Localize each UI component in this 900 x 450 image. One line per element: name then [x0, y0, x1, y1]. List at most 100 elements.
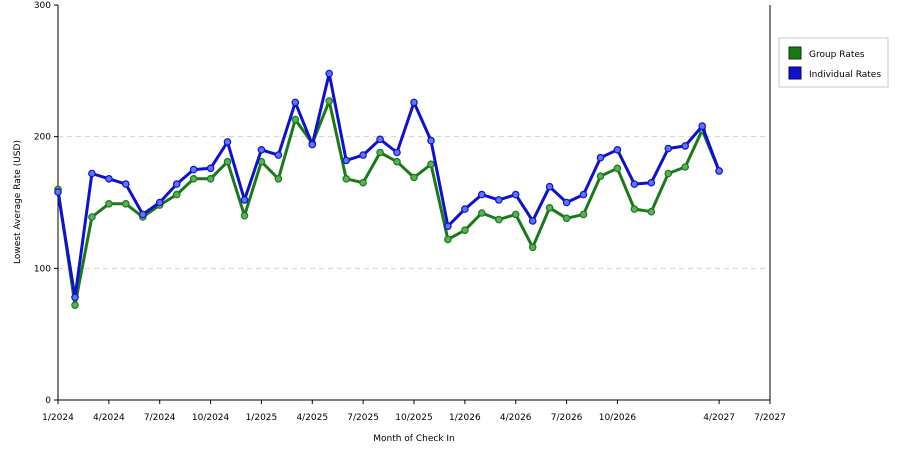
- data-point: [291, 98, 300, 107]
- legend-label-group: Group Rates: [809, 50, 865, 60]
- data-point: [511, 190, 520, 199]
- data-point: [511, 210, 520, 219]
- data-point: [206, 175, 215, 183]
- data-point: [122, 200, 130, 208]
- data-point: [206, 164, 215, 173]
- data-point: [139, 210, 147, 219]
- series-line-1: [56, 72, 721, 299]
- data-point: [359, 178, 367, 187]
- series-line-0: [56, 99, 721, 307]
- x-tick-label-1-2026: 1/2026: [449, 413, 481, 423]
- data-point: [274, 175, 283, 183]
- data-point: [223, 138, 232, 146]
- data-point: [630, 180, 639, 188]
- data-point: [477, 190, 486, 199]
- x-tick-label-7-2025: 7/2025: [347, 413, 379, 423]
- data-point: [410, 173, 418, 182]
- data-point: [596, 172, 605, 181]
- data-point: [630, 205, 639, 213]
- data-point: [155, 198, 164, 207]
- data-point: [325, 69, 334, 78]
- x-tick-label-4-2025: 4/2025: [296, 413, 328, 423]
- tick-labels: 0 100 200 300 1/2024 4/2024 7/2024 10/2024 1/202…: [34, 1, 786, 423]
- x-tick-label-4-2024: 4/2024: [93, 413, 125, 423]
- data-point: [105, 175, 113, 183]
- x-tick-label-4-2026: 4/2026: [500, 413, 532, 423]
- data-point: [189, 175, 198, 183]
- x-tick-label-7-2024: 7/2024: [144, 413, 176, 423]
- gridlines: [58, 136, 770, 269]
- legend: Group Rates Individual Rates: [778, 37, 889, 88]
- data-point: [240, 211, 249, 220]
- data-point: [71, 301, 79, 310]
- data-point: [122, 180, 130, 188]
- x-tick-label-7-2027: 7/2027: [754, 413, 786, 423]
- data-point: [240, 196, 249, 204]
- data-point: [223, 157, 232, 166]
- data-point: [376, 148, 384, 157]
- series-1: [54, 69, 723, 302]
- data-point: [562, 214, 571, 223]
- y-tick-label-300: 300: [34, 1, 51, 11]
- y-tick-label-200: 200: [34, 133, 51, 143]
- x-tick-label-4-2027: 4/2027: [703, 413, 735, 423]
- legend-label-individual: Individual Rates: [809, 70, 881, 80]
- data-point: [681, 142, 690, 150]
- axes: [54, 4, 771, 404]
- x-tick-label-10-2024: 10/2024: [192, 413, 230, 423]
- data-point: [647, 207, 656, 216]
- x-axis-title: Month of Check In: [373, 434, 455, 444]
- data-point: [427, 136, 435, 145]
- data-point: [274, 151, 283, 159]
- data-point: [596, 153, 605, 162]
- data-point: [698, 122, 707, 130]
- y-tick-label-0: 0: [45, 396, 51, 406]
- data-point: [393, 157, 401, 166]
- data-point: [494, 196, 503, 204]
- data-point: [342, 175, 351, 183]
- data-point: [461, 226, 469, 235]
- data-point: [545, 204, 554, 212]
- data-point: [681, 163, 690, 171]
- data-point: [613, 164, 622, 173]
- data-point: [359, 151, 367, 159]
- x-tick-label-1-2025: 1/2025: [246, 413, 278, 423]
- data-point: [528, 243, 537, 252]
- data-point: [613, 146, 622, 154]
- data-point: [664, 169, 673, 178]
- x-tick-label-10-2025: 10/2025: [395, 413, 432, 423]
- data-point: [71, 293, 79, 302]
- data-point: [189, 165, 198, 174]
- data-point: [664, 144, 673, 153]
- data-point: [291, 115, 300, 124]
- data-point: [376, 135, 384, 144]
- data-point: [342, 156, 351, 165]
- x-tick-label-10-2026: 10/2026: [599, 413, 637, 423]
- data-point: [579, 210, 588, 219]
- data-point: [410, 98, 418, 107]
- data-point: [494, 215, 503, 224]
- data-point: [308, 140, 317, 149]
- x-tick-label-7-2026: 7/2026: [551, 413, 583, 423]
- data-point: [647, 178, 656, 187]
- data-point: [393, 148, 401, 157]
- data-point: [54, 188, 62, 196]
- data-point: [325, 97, 334, 105]
- data-point: [562, 198, 571, 207]
- data-point: [477, 209, 486, 217]
- data-point: [444, 235, 452, 244]
- series-lines: [54, 69, 723, 310]
- data-point: [528, 217, 537, 225]
- data-point: [545, 182, 554, 191]
- y-tick-label-100: 100: [34, 264, 51, 274]
- x-tick-label-1-2024: 1/2024: [42, 413, 74, 423]
- data-point: [88, 213, 96, 221]
- data-point: [105, 200, 113, 208]
- data-point: [172, 190, 181, 199]
- data-point: [257, 146, 266, 154]
- data-point: [579, 190, 588, 199]
- data-point: [444, 222, 452, 231]
- data-point: [427, 160, 435, 169]
- data-point: [88, 169, 96, 178]
